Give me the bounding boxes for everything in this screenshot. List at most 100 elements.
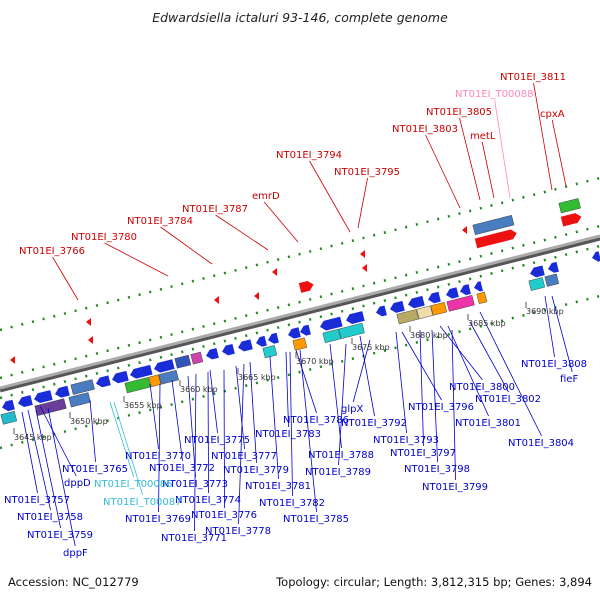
- leader-line: [359, 335, 375, 417]
- gene-feature-arrow: [288, 327, 301, 339]
- gene-label-lower: NT01EI_3770: [125, 451, 191, 462]
- backbone-shadow: [0, 235, 600, 393]
- gene-label-lower: NT01EI_3802: [475, 394, 541, 405]
- gene-feature-arrow: [346, 311, 365, 324]
- leader-line: [425, 134, 461, 209]
- gene-label-upper: NT01EI_3805: [426, 107, 492, 118]
- leader-line: [235, 365, 245, 450]
- gene-label-lower: NT01EI_3781: [245, 481, 311, 492]
- gene-marker: [86, 318, 91, 326]
- leader-line: [263, 201, 299, 243]
- leader-line: [249, 361, 257, 464]
- gene-label-lower: NT01EI_3782: [259, 498, 325, 509]
- leader-line: [431, 329, 438, 463]
- gene-feature-box: [396, 309, 419, 325]
- gene-label-upper: NT01EI_3784: [127, 216, 193, 227]
- leader-line: [395, 331, 407, 434]
- leader-line: [194, 373, 197, 532]
- leader-line: [419, 329, 424, 447]
- gene-feature-box: [292, 337, 308, 351]
- kbp-tick-label: 3665 kbp: [238, 373, 276, 382]
- leader-line: [113, 401, 144, 496]
- gene-feature-box: [262, 345, 278, 359]
- outer-dotted-line-upper: [0, 176, 600, 332]
- leader-line: [309, 160, 351, 233]
- leader-line: [104, 242, 169, 277]
- leader-line: [39, 405, 77, 477]
- leader-line: [149, 383, 159, 450]
- gene-features: [0, 198, 600, 425]
- gene-feature-arrow: [408, 295, 425, 309]
- gene-feature-arrow: [560, 213, 582, 227]
- gene-feature-arrow: [428, 291, 441, 304]
- gene-label-lower: NT01EI_3785: [283, 514, 349, 525]
- gene-feature-box: [68, 392, 91, 408]
- gene-label-lower: NT01EI_3801: [455, 418, 521, 429]
- gene-marker: [362, 264, 367, 272]
- gene-marker: [88, 336, 93, 344]
- gene-feature-arrow: [320, 316, 343, 331]
- gene-feature-arrow: [18, 395, 33, 408]
- gene-feature-arrow: [96, 375, 111, 388]
- track-dots: [0, 176, 600, 450]
- leader-line: [215, 214, 269, 251]
- leader-line: [551, 295, 573, 373]
- gene-label-upper: NT01EI_3787: [182, 204, 248, 215]
- gene-label-upper: NT01EI_3811: [500, 72, 566, 83]
- gene-feature-box: [430, 302, 448, 316]
- gene-label-lower: fieF: [560, 374, 578, 385]
- kbp-tick-label: 3655 kbp: [124, 401, 162, 410]
- gene-feature-arrow: [592, 251, 600, 262]
- leader-line: [299, 349, 317, 513]
- gene-label-upper: emrD: [252, 191, 280, 202]
- gene-label-upper: NT01EI_3794: [276, 150, 342, 161]
- gene-feature-arrow: [222, 343, 235, 356]
- inner-dotted-line-upper: [0, 224, 600, 380]
- gene-feature-box: [476, 291, 488, 304]
- gene-feature-arrow: [300, 324, 311, 336]
- gene-label-lower: NT01EI_3789: [305, 467, 371, 478]
- gene-feature-box: [158, 369, 179, 385]
- gene-label-lower: NT01EI_3759: [27, 530, 93, 541]
- leader-line: [47, 407, 76, 547]
- gene-label-lower: NT01EI_3773: [162, 479, 228, 490]
- gene-label-lower: NT01EI_3775: [184, 435, 250, 446]
- gene-label-lower: NT01EI_3783: [255, 429, 321, 440]
- leader-line: [289, 351, 293, 497]
- leader-line: [329, 343, 342, 449]
- gene-label-lower: NT01EI_3799: [422, 482, 488, 493]
- kbp-tick-label: 3680 kbp: [410, 331, 448, 340]
- gene-feature-arrow: [238, 339, 253, 352]
- gene-label-lower: NT01EI_3772: [149, 463, 215, 474]
- leader-line: [160, 226, 213, 265]
- genome-title: Edwardsiella ictaluri 93-146, complete g…: [152, 10, 448, 25]
- leader-line: [207, 371, 209, 494]
- gene-label-lower: NT01EI_3793: [373, 435, 439, 446]
- gene-label-lower: NT01EI_3804: [508, 438, 574, 449]
- gene-label-lower: NT01EI_3788: [308, 450, 374, 461]
- gene-label-upper: NT01EI_3766: [19, 246, 85, 257]
- gene-marker: [360, 250, 365, 258]
- genome-backbone: [0, 234, 600, 393]
- leader-line: [27, 409, 51, 511]
- gene-feature-arrow: [206, 348, 219, 360]
- leader-line: [439, 325, 483, 381]
- leader-line: [494, 99, 511, 199]
- gene-feature-arrow: [2, 399, 15, 412]
- gene-label-lower: NT01EI_3797: [390, 448, 456, 459]
- gene-feature-box: [528, 277, 546, 291]
- leader-line: [469, 321, 509, 393]
- leader-line: [447, 325, 489, 417]
- gene-label-lower: NT01EI_3758: [17, 512, 83, 523]
- gene-feature-box: [338, 322, 365, 339]
- leader-line: [187, 375, 196, 478]
- gene-label-lower: NT01EI_T00086: [94, 479, 173, 490]
- gene-marker: [462, 226, 467, 234]
- leader-line: [109, 401, 135, 478]
- leader-line: [52, 256, 79, 301]
- leader-line: [35, 409, 61, 529]
- gene-feature-box: [544, 273, 560, 287]
- gene-feature-box: [70, 379, 95, 395]
- gene-feature-arrow: [530, 265, 545, 278]
